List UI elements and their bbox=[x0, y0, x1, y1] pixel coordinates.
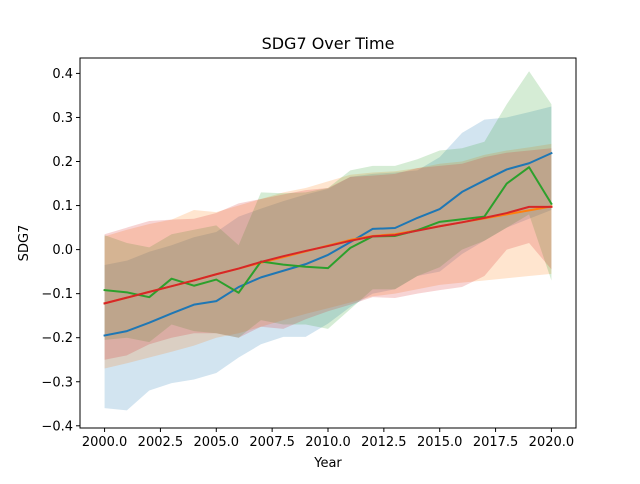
x-tick-label: 2015.0 bbox=[417, 435, 463, 450]
y-tick-label: 0.0 bbox=[52, 243, 73, 258]
series-3-line bbox=[103, 166, 553, 299]
x-tick-label: 2020.0 bbox=[529, 435, 575, 450]
y-tick-label: −0.1 bbox=[41, 287, 73, 302]
x-axis-label: Year bbox=[313, 456, 342, 471]
series-1-line bbox=[103, 151, 553, 337]
x-tick-label: 2017.5 bbox=[473, 435, 519, 450]
y-tick-label: 0.1 bbox=[52, 199, 73, 214]
series-4-line bbox=[103, 205, 553, 305]
series-2-confidence-band bbox=[104, 143, 552, 369]
x-tick-label: 2007.5 bbox=[249, 435, 295, 450]
x-axis-ticks: 2000.0 2002.5 2005.0 2007.5 2010.0 2012.5 2015… bbox=[82, 428, 574, 450]
x-tick-label: 2012.5 bbox=[361, 435, 407, 450]
chart-title: SDG7 Over Time bbox=[262, 34, 395, 53]
series-1-confidence-band bbox=[104, 106, 552, 411]
x-tick-label: 2002.5 bbox=[138, 435, 184, 450]
y-tick-label: −0.4 bbox=[41, 419, 73, 434]
x-tick-label: 2010.0 bbox=[305, 435, 351, 450]
x-tick-label: 2005.0 bbox=[194, 435, 240, 450]
y-tick-label: −0.2 bbox=[41, 331, 73, 346]
x-tick-label: 2000.0 bbox=[82, 435, 128, 450]
y-tick-label: 0.4 bbox=[52, 67, 73, 82]
y-tick-label: 0.2 bbox=[52, 155, 73, 170]
y-tick-label: −0.3 bbox=[41, 375, 73, 390]
y-tick-label: 0.3 bbox=[52, 111, 73, 126]
series-lines bbox=[103, 151, 553, 337]
y-axis-ticks: −0.4 −0.3 −0.2 −0.1 0.0 0.1 0.2 0.3 0.4 bbox=[41, 67, 80, 434]
y-axis-label: SDG7 bbox=[17, 225, 32, 262]
